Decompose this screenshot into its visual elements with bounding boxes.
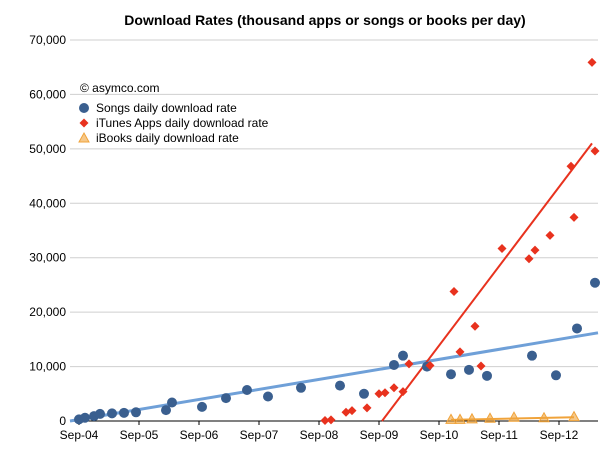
x-tick-label: Sep-12	[540, 428, 579, 442]
y-tick-label: 30,000	[29, 251, 66, 265]
x-tick-label: Sep-05	[120, 428, 159, 442]
x-tick-label: Sep-08	[300, 428, 339, 442]
y-tick-label: 20,000	[29, 305, 66, 319]
data-point	[167, 397, 177, 408]
data-points	[74, 57, 600, 425]
data-point	[335, 380, 345, 391]
data-point	[497, 243, 507, 253]
data-point	[449, 286, 459, 296]
data-point	[538, 411, 550, 423]
x-tick-label: Sep-07	[240, 428, 279, 442]
chart-title: Download Rates (thousand apps or songs o…	[124, 12, 525, 28]
data-point	[590, 277, 600, 288]
trendline	[381, 142, 593, 422]
data-point	[551, 370, 561, 381]
data-point	[398, 350, 408, 361]
data-point	[374, 389, 384, 399]
data-point	[455, 347, 465, 357]
data-point	[425, 360, 435, 370]
x-tick-label: Sep-04	[60, 428, 99, 442]
data-point	[389, 359, 399, 370]
data-point	[242, 384, 252, 395]
data-point	[524, 254, 534, 264]
y-tick-label: 50,000	[29, 142, 66, 156]
legend-marker	[78, 131, 90, 143]
data-point	[590, 146, 600, 156]
data-point	[296, 382, 306, 393]
data-point	[197, 401, 207, 412]
legend-marker	[79, 103, 89, 113]
x-tick-label: Sep-09	[360, 428, 399, 442]
grid	[70, 39, 598, 422]
data-point	[466, 412, 478, 424]
data-point	[131, 407, 141, 418]
legend-label: iBooks daily download rate	[96, 131, 239, 145]
trendlines	[69, 142, 599, 423]
data-point	[161, 405, 171, 416]
data-point	[587, 57, 597, 67]
data-point	[95, 408, 105, 419]
data-point	[398, 387, 408, 397]
data-point	[527, 350, 537, 361]
x-tick-label: Sep-06	[180, 428, 219, 442]
data-point	[445, 413, 457, 424]
x-tick-label: Sep-10	[420, 428, 459, 442]
data-point	[326, 415, 336, 425]
y-tick-label: 0	[59, 414, 66, 428]
data-point	[470, 321, 480, 331]
data-point	[80, 412, 90, 423]
data-point	[569, 212, 579, 222]
data-point	[380, 388, 390, 398]
y-tick-label: 60,000	[29, 87, 66, 101]
trendline	[69, 331, 599, 423]
legend: © asymco.com Songs daily download rateiT…	[78, 81, 269, 145]
data-point	[389, 383, 399, 393]
data-point	[566, 161, 576, 171]
data-point	[404, 359, 414, 369]
data-point	[482, 370, 492, 381]
y-tick-label: 70,000	[29, 33, 66, 47]
data-point	[347, 406, 357, 416]
data-point	[508, 411, 520, 422]
x-tick-label: Sep-11	[480, 428, 518, 442]
data-point	[530, 245, 540, 255]
data-point	[484, 412, 496, 423]
data-point	[454, 413, 466, 424]
data-point	[320, 415, 330, 425]
y-tick-label: 10,000	[29, 360, 66, 374]
legend-label: iTunes Apps daily download rate	[96, 116, 269, 130]
y-tick-label: 40,000	[29, 196, 66, 210]
axes: 0 10,000 20,000 30,000 40,000 50,000 60,000 70,…	[29, 33, 578, 442]
data-point	[119, 407, 129, 418]
legend-marker	[79, 118, 89, 128]
data-point	[476, 361, 486, 371]
legend-label: Songs daily download rate	[96, 101, 237, 115]
data-point	[221, 393, 231, 404]
data-point	[568, 410, 580, 422]
data-point	[359, 388, 369, 399]
data-point	[464, 364, 474, 375]
data-point	[362, 403, 372, 413]
credit-label: © asymco.com	[80, 81, 160, 95]
data-point	[446, 369, 456, 380]
data-point	[107, 408, 117, 419]
data-point	[263, 391, 273, 402]
data-point	[572, 323, 582, 334]
data-point	[545, 230, 555, 240]
